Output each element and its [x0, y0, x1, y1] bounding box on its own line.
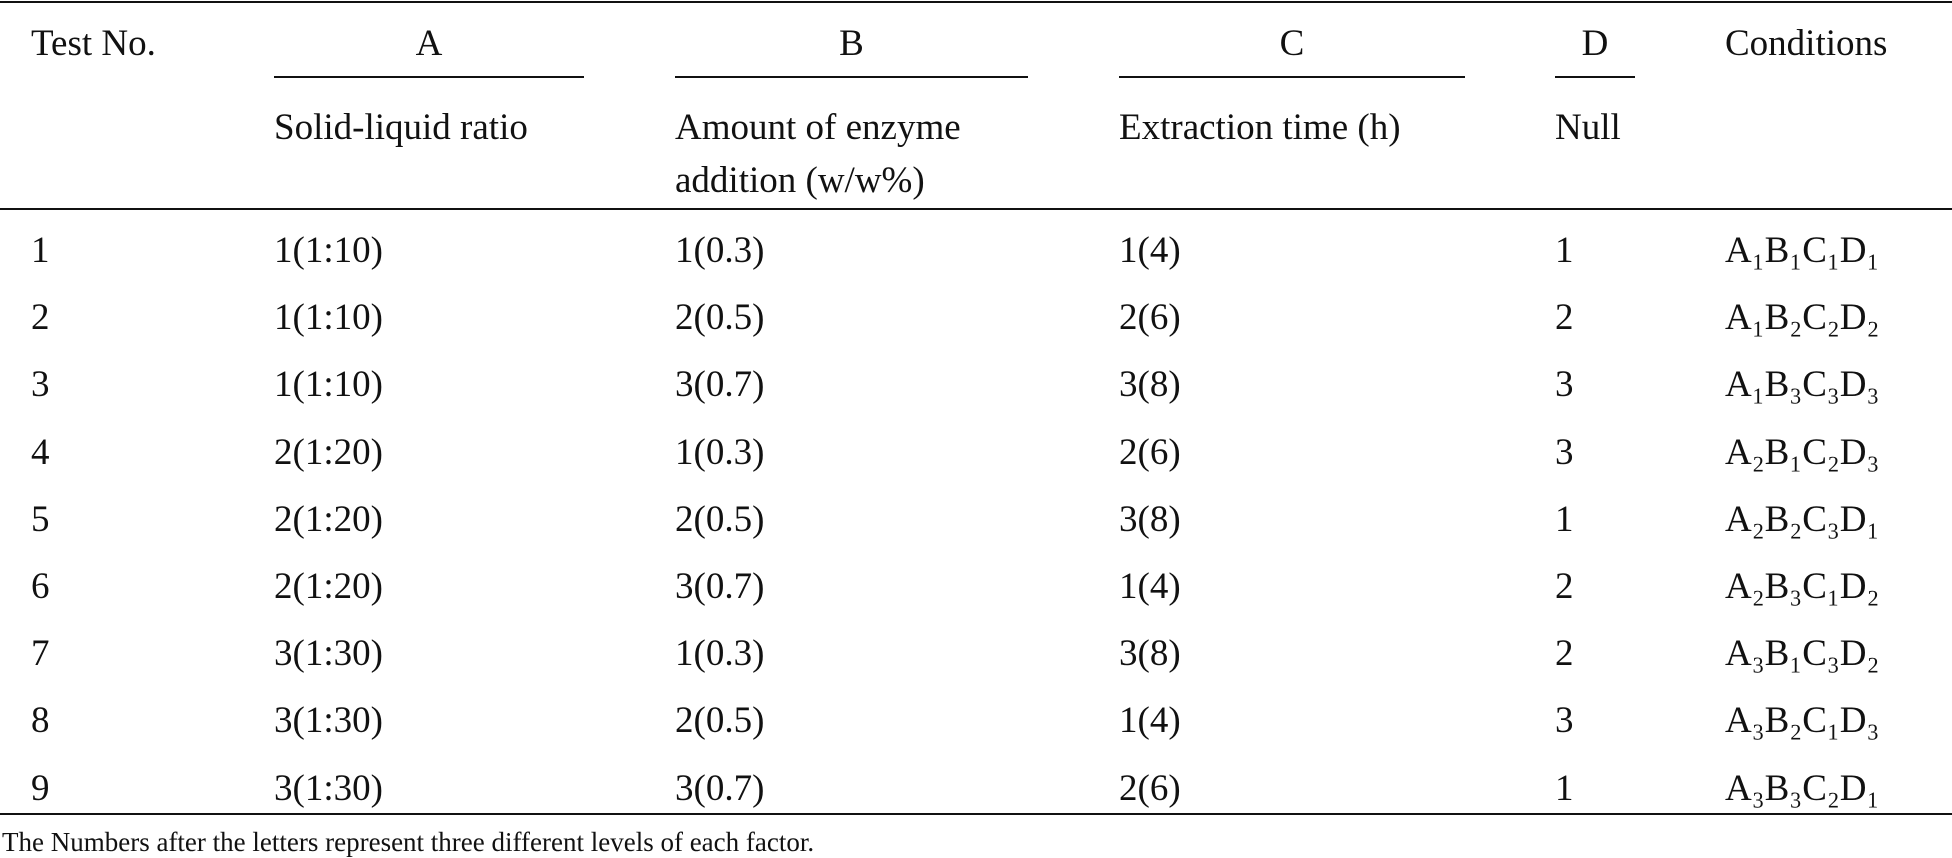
table-cell: 1(0.3): [675, 633, 765, 675]
table-cell: 2: [1555, 297, 1574, 339]
table-cell: 2(6): [1119, 297, 1181, 339]
header-rule: [0, 208, 1952, 210]
table-cell: A₁B₂C₂D₂: [1725, 297, 1880, 339]
table-cell: A₃B₂C₁D₃: [1725, 700, 1880, 742]
factor-label: Extraction time (h): [1119, 107, 1401, 148]
bottom-rule: [0, 813, 1952, 815]
table-cell: 2: [1555, 633, 1574, 675]
table-cell: 2(0.5): [675, 498, 765, 540]
top-rule: [0, 1, 1952, 3]
factor-letter: B: [839, 23, 864, 64]
factor-letter: C: [1279, 23, 1305, 64]
table-cell: 3(0.7): [675, 566, 765, 607]
factor-label: Null: [1555, 107, 1621, 148]
table-cell: 8: [31, 700, 50, 742]
factor-label: addition (w/w%): [675, 160, 925, 201]
table-cell: 2: [1555, 566, 1574, 607]
table-cell: 3(1:30): [274, 767, 383, 809]
table-cell: A₃B₁C₃D₂: [1725, 633, 1880, 675]
table-cell: 2(6): [1119, 431, 1181, 473]
table-cell: 3(8): [1119, 633, 1181, 675]
table-cell: 1(1:10): [274, 364, 383, 406]
factor-underline: [274, 76, 584, 78]
table-cell: 3(1:30): [274, 633, 383, 675]
table-cell: A₂B₂C₃D₁: [1725, 498, 1880, 540]
factor-underline: [675, 76, 1028, 78]
table-cell: 1(0.3): [675, 230, 765, 271]
table-cell: 2(0.5): [675, 297, 765, 339]
factor-letter: D: [1581, 23, 1609, 64]
factor-label: Solid-liquid ratio: [274, 107, 528, 148]
header-cell: Test No.: [31, 23, 156, 64]
table-cell: 2: [31, 297, 50, 339]
table-cell: 1(1:10): [274, 297, 383, 339]
table-cell: 1(4): [1119, 230, 1181, 271]
header-cell: Conditions: [1725, 23, 1888, 64]
table-cell: 3: [1555, 364, 1574, 406]
table-cell: 3: [1555, 431, 1574, 473]
table-cell: 9: [31, 767, 50, 809]
table-cell: 1(4): [1119, 700, 1181, 742]
table-cell: 2(6): [1119, 767, 1181, 809]
table-cell: 3(8): [1119, 498, 1181, 540]
table-cell: 1(0.3): [675, 431, 765, 473]
table-cell: 1(1:10): [274, 230, 383, 271]
factor-letter: A: [415, 23, 443, 64]
footnote: The Numbers after the letters represent …: [2, 827, 815, 857]
table-cell: 1: [1555, 498, 1574, 540]
factor-underline: [1119, 76, 1465, 78]
table-cell: A₃B₃C₂D₁: [1725, 767, 1880, 809]
table-cell: 1: [1555, 767, 1574, 809]
table-cell: 1(4): [1119, 566, 1181, 607]
table-cell: 3: [31, 364, 50, 406]
factor-underline: [1555, 76, 1635, 78]
table-cell: 5: [31, 498, 50, 540]
table-cell: 3(1:30): [274, 700, 383, 742]
table-cell: 3(8): [1119, 364, 1181, 406]
table-cell: 1: [31, 230, 50, 271]
table-cell: 2(1:20): [274, 498, 383, 540]
table-cell: 3(0.7): [675, 767, 765, 809]
table-cell: 6: [31, 566, 50, 607]
table-cell: A₂B₃C₁D₂: [1725, 566, 1880, 607]
table-cell: 3: [1555, 700, 1574, 742]
table-cell: 2(1:20): [274, 431, 383, 473]
table-cell: 3(0.7): [675, 364, 765, 406]
table-cell: 1: [1555, 230, 1574, 271]
table-cell: 2(0.5): [675, 700, 765, 742]
factor-label: Amount of enzyme: [675, 107, 961, 148]
table-cell: A₁B₁C₁D₁: [1725, 230, 1880, 271]
table-cell: 7: [31, 633, 50, 675]
table-cell: A₁B₃C₃D₃: [1725, 364, 1880, 406]
table-cell: 2(1:20): [274, 566, 383, 607]
table-cell: A₂B₁C₂D₃: [1725, 431, 1880, 473]
table-cell: 4: [31, 431, 50, 473]
